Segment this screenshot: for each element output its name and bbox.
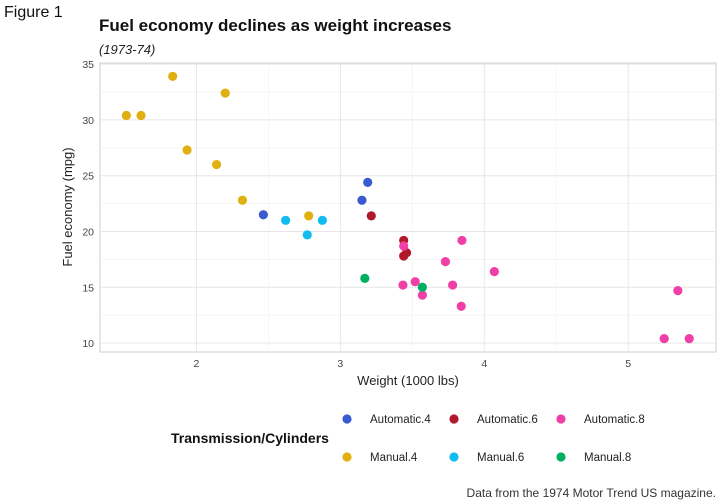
point-automatic-8 bbox=[489, 267, 499, 277]
point-manual-6 bbox=[302, 230, 312, 240]
legend-label: Manual.8 bbox=[584, 452, 631, 464]
x-axis-label: Weight (1000 lbs) bbox=[357, 373, 459, 388]
point-automatic-4 bbox=[363, 177, 373, 187]
point-manual-4 bbox=[168, 71, 178, 81]
plot-panel-border bbox=[99, 62, 717, 353]
data-points bbox=[121, 71, 694, 344]
point-manual-4 bbox=[304, 211, 314, 221]
y-tick-label: 20 bbox=[82, 226, 94, 238]
point-automatic-8 bbox=[673, 286, 683, 296]
y-axis-label: Fuel economy (mpg) bbox=[60, 147, 75, 266]
point-automatic-8 bbox=[684, 334, 694, 344]
point-manual-6 bbox=[317, 215, 327, 225]
point-automatic-8 bbox=[457, 235, 467, 246]
point-manual-6 bbox=[281, 215, 291, 225]
point-automatic-6 bbox=[399, 251, 409, 261]
y-tick-label: 30 bbox=[82, 115, 94, 127]
x-tick-label: 5 bbox=[625, 358, 631, 370]
point-automatic-8 bbox=[456, 301, 466, 311]
legend-key bbox=[556, 414, 566, 424]
y-tick-labels: 10 15 20 25 30 35 bbox=[82, 59, 94, 350]
point-manual-4 bbox=[182, 145, 192, 155]
chart-title: Fuel economy declines as weight increase… bbox=[99, 16, 451, 35]
legend-key bbox=[449, 414, 459, 424]
legend-key bbox=[342, 452, 352, 462]
point-manual-4 bbox=[237, 195, 248, 205]
point-automatic-8 bbox=[659, 334, 669, 344]
y-tick-label: 35 bbox=[82, 59, 94, 71]
point-automatic-8 bbox=[448, 280, 458, 290]
legend-label: Automatic.8 bbox=[584, 414, 645, 426]
legend-key bbox=[556, 452, 566, 462]
y-tick-label: 15 bbox=[82, 282, 94, 294]
x-tick-label: 4 bbox=[481, 358, 487, 370]
point-manual-4 bbox=[121, 110, 131, 121]
point-automatic-8 bbox=[440, 257, 451, 267]
point-manual-4 bbox=[220, 88, 230, 98]
x-tick-label: 2 bbox=[194, 358, 200, 370]
legend-label: Manual.4 bbox=[370, 452, 418, 464]
point-manual-8 bbox=[360, 273, 370, 283]
legend-label: Automatic.4 bbox=[370, 414, 431, 426]
legend-key bbox=[449, 452, 459, 462]
legend-key bbox=[342, 414, 352, 424]
x-tick-labels: 2 3 4 5 bbox=[194, 358, 632, 370]
legend-label: Automatic.6 bbox=[477, 414, 538, 426]
point-manual-8 bbox=[417, 282, 427, 292]
legend-label: Manual.6 bbox=[477, 452, 524, 464]
point-automatic-4 bbox=[258, 210, 268, 220]
point-automatic-8 bbox=[417, 290, 427, 300]
y-tick-label: 10 bbox=[82, 338, 94, 350]
x-tick-label: 3 bbox=[337, 358, 343, 370]
grid-lines bbox=[100, 63, 716, 352]
point-manual-4 bbox=[211, 159, 222, 170]
point-automatic-8 bbox=[399, 241, 409, 251]
point-automatic-6 bbox=[366, 211, 376, 221]
point-automatic-8 bbox=[410, 277, 420, 287]
chart-caption: Data from the 1974 Motor Trend US magazi… bbox=[467, 486, 716, 500]
figure-label: Figure 1 bbox=[4, 4, 63, 21]
legend-title: Transmission/Cylinders bbox=[171, 430, 329, 446]
point-automatic-4 bbox=[357, 195, 367, 205]
point-manual-4 bbox=[136, 110, 146, 121]
chart-subtitle: (1973-74) bbox=[99, 42, 155, 57]
y-tick-label: 25 bbox=[82, 171, 94, 183]
legend: Automatic.4 Automatic.6 Automatic.8 Manual.… bbox=[342, 414, 645, 464]
point-automatic-8 bbox=[398, 280, 408, 290]
